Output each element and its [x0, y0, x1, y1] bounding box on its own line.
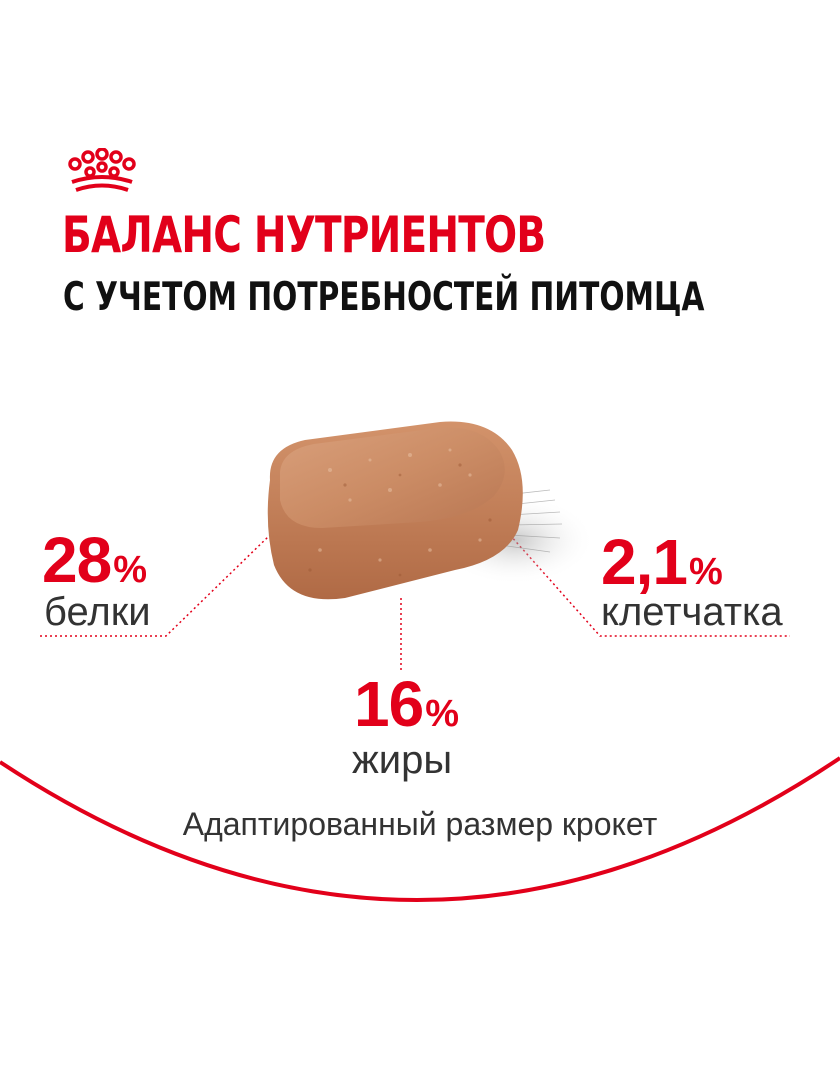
royal-canin-crown-icon [68, 148, 136, 192]
protein-label: белки [44, 590, 151, 634]
page-subtitle: С УЧЕТОМ ПОТРЕБНОСТЕЙ ПИТОМЦА [63, 275, 705, 320]
protein-value: 28% [42, 524, 147, 596]
fiber-label: клетчатка [601, 590, 783, 634]
kibble-icon [267, 421, 595, 600]
decorative-arc [0, 756, 840, 902]
fat-value: 16% [354, 668, 459, 740]
page-title: БАЛАНС НУТРИЕНТОВ [62, 206, 546, 264]
fat-label: жиры [352, 738, 453, 782]
fiber-value: 2,1% [601, 526, 723, 598]
kibble-size-caption: Адаптированный размер крокет [182, 806, 658, 842]
